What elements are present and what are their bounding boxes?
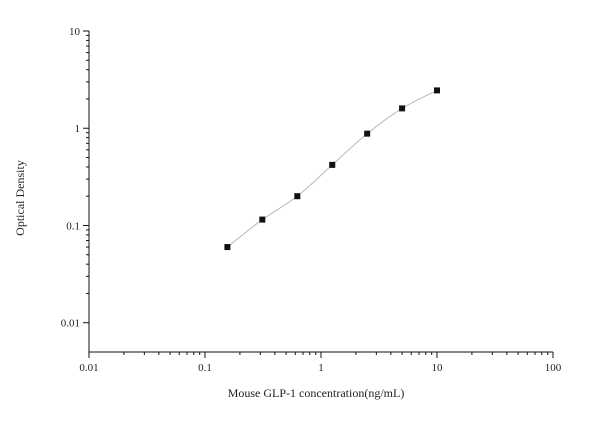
y-axis-ticks: 0.01 0.1 1 10 xyxy=(61,26,89,330)
y-tick-label: 0.01 xyxy=(61,318,80,330)
data-point xyxy=(399,105,406,112)
x-axis-label: Mouse GLP-1 concentration(ng/mL) xyxy=(228,386,405,400)
y-axis-label: Optical Density xyxy=(13,160,27,236)
x-tick-label: 0.01 xyxy=(79,362,98,374)
data-point xyxy=(294,193,301,200)
y-tick-label: 0.1 xyxy=(66,220,80,232)
y-tick-label: 1 xyxy=(75,123,81,135)
data-point xyxy=(434,87,440,94)
x-tick-label: 1 xyxy=(318,362,324,374)
data-points xyxy=(224,87,440,251)
fit-curve xyxy=(227,89,438,248)
x-axis-ticks: 0.01 0.1 1 10 100 xyxy=(79,352,562,374)
x-tick-label: 10 xyxy=(432,362,444,374)
x-tick-label: 100 xyxy=(545,362,562,374)
x-tick-label: 0.1 xyxy=(198,362,212,374)
data-point xyxy=(259,216,266,223)
data-point xyxy=(364,130,371,137)
data-point xyxy=(224,244,231,251)
data-point xyxy=(329,161,336,168)
axes xyxy=(88,31,553,353)
y-tick-label: 10 xyxy=(69,26,81,38)
